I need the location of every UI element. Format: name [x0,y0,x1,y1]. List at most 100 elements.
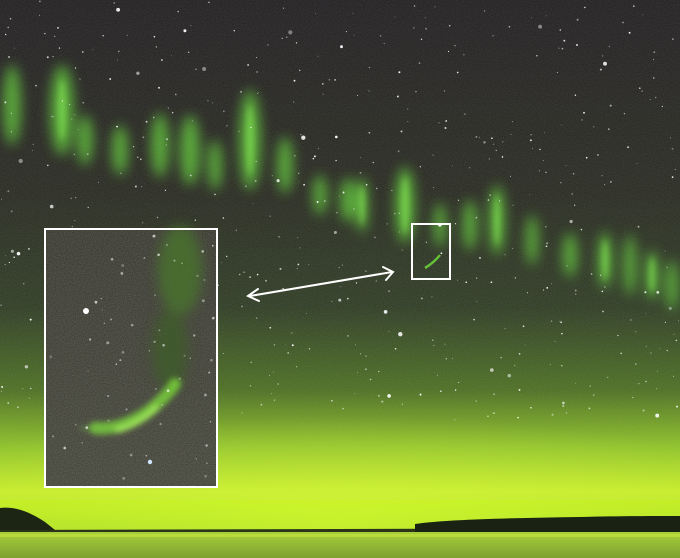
star [338,266,340,268]
star [286,36,288,38]
star [73,153,76,156]
star [438,122,440,124]
star [293,79,296,82]
star [0,390,2,392]
star [270,393,272,395]
inset-star [49,355,53,359]
star [454,45,456,47]
inset-star [211,316,215,320]
inset-star [145,454,148,457]
star [463,54,465,56]
star [444,343,446,345]
star [8,56,10,58]
star [654,96,657,99]
star [671,38,674,41]
star [495,149,497,152]
star [653,77,655,79]
star [465,281,467,283]
star [375,280,377,282]
star [255,317,258,319]
star [473,318,475,321]
star [288,30,293,35]
star [381,400,384,403]
inset-star [110,257,114,261]
star [69,104,71,106]
star [10,249,14,253]
star [645,380,647,383]
inset-star [173,259,176,262]
star [61,100,64,102]
star [345,31,348,33]
star [44,32,46,35]
inset-star [196,274,199,277]
star [27,247,30,250]
star [331,400,333,402]
star [636,162,638,164]
star [75,196,77,199]
star [116,59,118,61]
star [504,328,506,330]
star [493,412,495,415]
star [563,39,566,42]
star [303,183,305,186]
star [207,100,209,102]
star [387,394,391,398]
star [610,181,612,183]
star [256,273,259,276]
star [668,306,672,310]
star [456,279,459,281]
star [628,31,631,34]
star [39,14,41,16]
inset-star [89,338,92,341]
star [432,339,434,341]
inset-star [130,323,134,327]
star [641,90,643,92]
inset-star [110,318,113,321]
left-headland [0,507,55,532]
star [413,5,416,7]
star [601,290,604,293]
star [394,16,396,18]
star [4,255,6,257]
star [342,407,344,410]
star [574,289,577,292]
star [589,385,591,387]
star [365,355,367,358]
star [511,121,513,123]
star [153,35,156,38]
star [7,402,9,404]
star [16,251,21,256]
star [454,223,457,225]
star [637,225,640,228]
star [559,320,561,322]
star [291,332,293,334]
star [581,119,583,121]
star [398,212,401,215]
star [386,223,388,225]
star [639,87,641,89]
star [560,182,562,184]
inset-star [115,363,118,366]
star [672,375,674,377]
inset-star [152,234,156,238]
inset-star [154,387,157,390]
star [195,68,197,71]
star [627,146,630,149]
star [177,10,179,13]
star [432,187,434,188]
star [545,171,547,173]
star [365,270,367,272]
star [418,62,421,64]
star [419,166,422,168]
star [602,310,604,313]
star [336,212,338,214]
star [117,50,120,53]
star [10,131,13,133]
star [272,371,274,373]
star [518,388,521,391]
star [265,279,267,282]
star [491,137,493,140]
star [369,378,372,381]
star [238,130,240,132]
